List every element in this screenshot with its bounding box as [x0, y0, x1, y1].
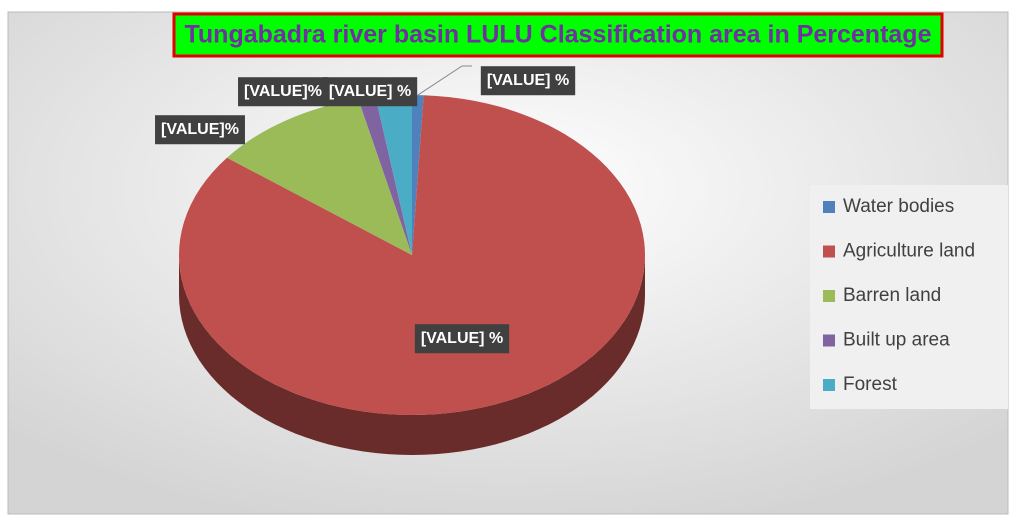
legend-label: Built up area	[843, 330, 950, 351]
data-label: [VALUE] %	[487, 72, 569, 89]
pie-slice	[227, 99, 412, 256]
data-label: [VALUE] %	[421, 330, 503, 347]
legend-label: Water bodies	[843, 196, 954, 217]
legend-label: Barren land	[843, 285, 941, 306]
data-label-box	[322, 77, 418, 107]
data-label: [VALUE] %	[329, 83, 411, 100]
pie-slice	[375, 95, 412, 255]
pie-slice	[358, 96, 412, 255]
leader-line	[417, 65, 472, 96]
legend-box	[810, 185, 1008, 409]
legend-swatch	[823, 245, 835, 258]
pie-side	[179, 255, 645, 455]
legend-swatch	[823, 201, 835, 213]
pie-slice	[412, 95, 424, 255]
data-label-box	[238, 77, 328, 107]
data-label: [VALUE]%	[161, 121, 239, 138]
chart-title: Tungabadra river basin LULU Classificati…	[185, 21, 932, 49]
data-label-box	[414, 324, 510, 354]
legend-swatch	[823, 290, 835, 302]
legend-swatch	[823, 334, 835, 347]
pie-slice	[179, 95, 645, 415]
data-label-box	[480, 66, 576, 96]
legend-label: Agriculture land	[843, 241, 975, 262]
legend-swatch	[823, 379, 835, 391]
data-label: [VALUE]%	[244, 83, 322, 100]
legend-label: Forest	[843, 374, 898, 395]
title-box	[172, 12, 944, 58]
data-label-box	[155, 115, 245, 145]
